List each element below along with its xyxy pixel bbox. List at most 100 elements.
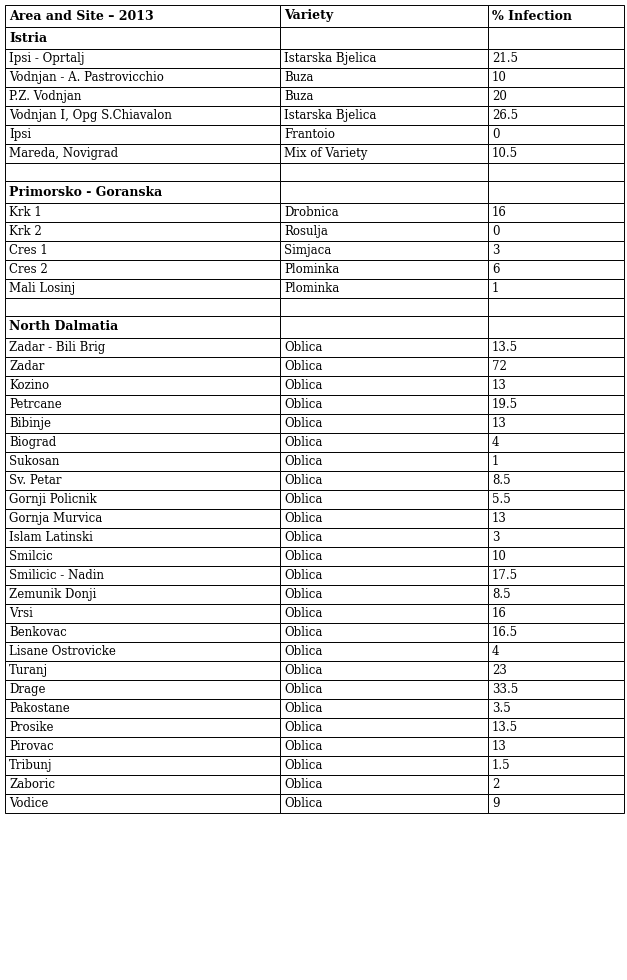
- Bar: [280, 163, 488, 181]
- Text: 1.5: 1.5: [492, 759, 510, 772]
- Bar: [5, 163, 280, 181]
- Text: 0: 0: [492, 225, 499, 238]
- Text: Biograd: Biograd: [9, 436, 56, 449]
- Bar: [5, 260, 280, 279]
- Bar: [488, 241, 624, 260]
- Text: Petrcane: Petrcane: [9, 398, 61, 411]
- Bar: [488, 68, 624, 87]
- Text: 10: 10: [492, 71, 507, 84]
- Bar: [280, 27, 488, 49]
- Text: Oblica: Oblica: [285, 740, 323, 753]
- Bar: [5, 509, 280, 528]
- Text: Oblica: Oblica: [285, 417, 323, 430]
- Bar: [280, 203, 488, 222]
- Bar: [280, 5, 488, 27]
- Bar: [280, 718, 488, 737]
- Bar: [280, 338, 488, 357]
- Text: 8.5: 8.5: [492, 588, 510, 601]
- Text: Benkovac: Benkovac: [9, 626, 66, 639]
- Text: Area and Site – 2013: Area and Site – 2013: [9, 10, 154, 23]
- Text: Oblica: Oblica: [285, 588, 323, 601]
- Text: 16: 16: [492, 206, 507, 219]
- Text: Pirovac: Pirovac: [9, 740, 54, 753]
- Text: Lisane Ostrovicke: Lisane Ostrovicke: [9, 645, 116, 658]
- Bar: [5, 241, 280, 260]
- Bar: [280, 144, 488, 163]
- Bar: [488, 163, 624, 181]
- Text: Vodnjan I, Opg S.Chiavalon: Vodnjan I, Opg S.Chiavalon: [9, 109, 172, 122]
- Text: Rosulja: Rosulja: [285, 225, 329, 238]
- Bar: [5, 125, 280, 144]
- Bar: [280, 316, 488, 338]
- Text: 1: 1: [492, 455, 499, 468]
- Bar: [488, 756, 624, 775]
- Text: Buza: Buza: [285, 90, 314, 103]
- Bar: [5, 338, 280, 357]
- Bar: [280, 699, 488, 718]
- Text: 19.5: 19.5: [492, 398, 518, 411]
- Bar: [5, 376, 280, 395]
- Text: Zadar: Zadar: [9, 360, 45, 373]
- Bar: [488, 279, 624, 298]
- Text: 0: 0: [492, 128, 499, 141]
- Text: Oblica: Oblica: [285, 379, 323, 392]
- Bar: [488, 222, 624, 241]
- Text: Primorsko - Goranska: Primorsko - Goranska: [9, 185, 162, 199]
- Bar: [488, 338, 624, 357]
- Bar: [280, 125, 488, 144]
- Bar: [280, 642, 488, 661]
- Bar: [280, 471, 488, 490]
- Text: Drage: Drage: [9, 683, 46, 696]
- Text: Prosike: Prosike: [9, 721, 53, 734]
- Bar: [5, 737, 280, 756]
- Text: Oblica: Oblica: [285, 759, 323, 772]
- Bar: [280, 181, 488, 203]
- Text: Oblica: Oblica: [285, 569, 323, 582]
- Text: 3: 3: [492, 531, 499, 544]
- Bar: [5, 49, 280, 68]
- Bar: [5, 144, 280, 163]
- Text: Zemunik Donji: Zemunik Donji: [9, 588, 97, 601]
- Text: Smilcic: Smilcic: [9, 550, 53, 563]
- Bar: [488, 298, 624, 316]
- Text: Mix of Variety: Mix of Variety: [285, 147, 368, 160]
- Bar: [280, 547, 488, 566]
- Text: Tribunj: Tribunj: [9, 759, 53, 772]
- Bar: [488, 775, 624, 794]
- Text: 16.5: 16.5: [492, 626, 518, 639]
- Bar: [488, 260, 624, 279]
- Bar: [488, 357, 624, 376]
- Bar: [5, 279, 280, 298]
- Bar: [280, 241, 488, 260]
- Bar: [488, 585, 624, 604]
- Bar: [280, 433, 488, 452]
- Bar: [5, 661, 280, 680]
- Bar: [488, 680, 624, 699]
- Text: 1: 1: [492, 282, 499, 295]
- Text: Oblica: Oblica: [285, 550, 323, 563]
- Bar: [280, 661, 488, 680]
- Text: Istarska Bjelica: Istarska Bjelica: [285, 109, 377, 122]
- Text: Drobnica: Drobnica: [285, 206, 339, 219]
- Bar: [5, 680, 280, 699]
- Text: Sv. Petar: Sv. Petar: [9, 474, 61, 487]
- Text: Oblica: Oblica: [285, 645, 323, 658]
- Bar: [488, 509, 624, 528]
- Text: North Dalmatia: North Dalmatia: [9, 320, 119, 333]
- Bar: [488, 433, 624, 452]
- Text: P.Z. Vodnjan: P.Z. Vodnjan: [9, 90, 82, 103]
- Text: % Infection: % Infection: [492, 10, 572, 23]
- Bar: [488, 414, 624, 433]
- Text: Frantoio: Frantoio: [285, 128, 335, 141]
- Text: 26.5: 26.5: [492, 109, 518, 122]
- Bar: [488, 376, 624, 395]
- Text: Ipsi: Ipsi: [9, 128, 31, 141]
- Bar: [5, 528, 280, 547]
- Bar: [280, 106, 488, 125]
- Bar: [488, 642, 624, 661]
- Bar: [5, 604, 280, 623]
- Bar: [488, 395, 624, 414]
- Bar: [5, 642, 280, 661]
- Bar: [5, 222, 280, 241]
- Bar: [280, 260, 488, 279]
